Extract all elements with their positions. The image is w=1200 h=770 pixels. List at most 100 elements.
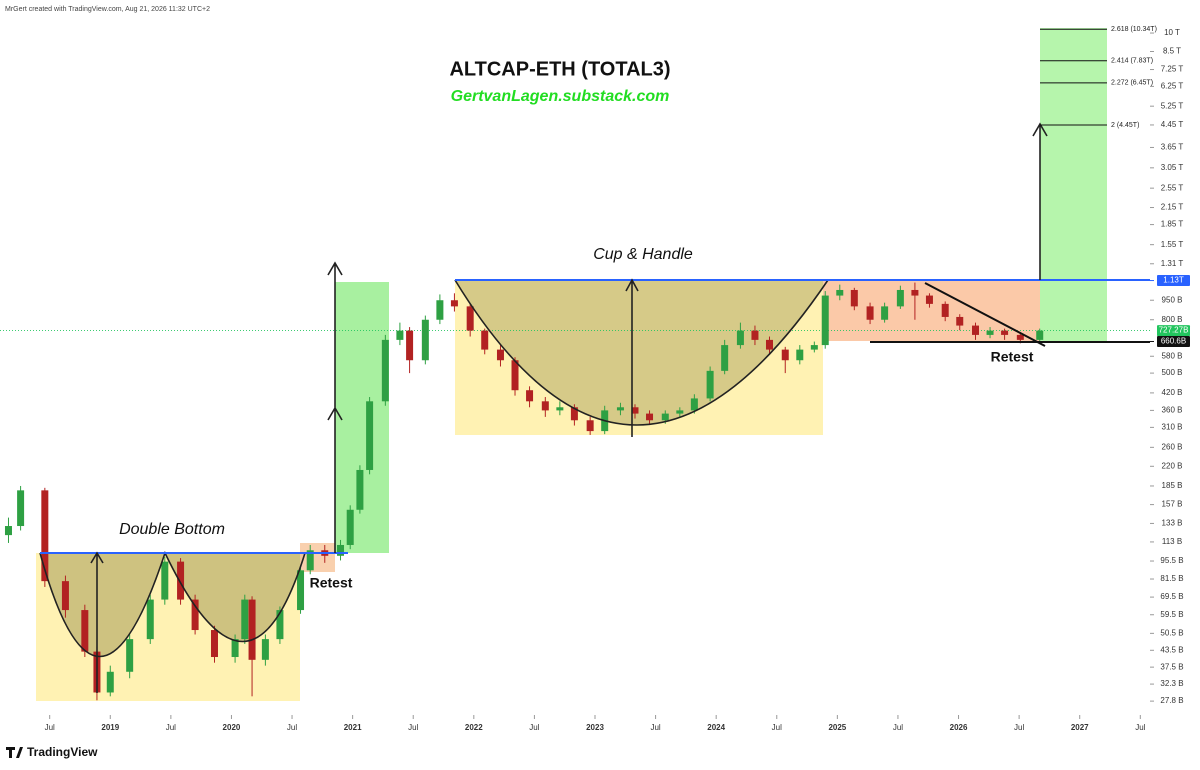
x-tick-label: 2022 — [465, 723, 483, 732]
candle-body — [496, 349, 504, 361]
candle-body — [881, 306, 889, 320]
x-tick-label: 2021 — [344, 723, 362, 732]
candle-body — [1036, 330, 1044, 340]
y-tick-label: 6.25 T — [1161, 81, 1184, 90]
footer: TradingView — [27, 745, 98, 759]
arrow — [327, 261, 343, 553]
candle-body — [210, 630, 218, 658]
candle-body — [765, 339, 773, 350]
price-label: 1.13T — [1163, 276, 1184, 285]
y-tick-label: 3.05 T — [1161, 163, 1184, 172]
candle-body — [796, 349, 804, 361]
y-tick-label: 580 B — [1162, 351, 1183, 360]
y-tick-label: 1.31 T — [1161, 259, 1184, 268]
x-tick-label: Jul — [166, 723, 176, 732]
candle-body — [896, 289, 904, 307]
cup-curve — [454, 279, 829, 426]
candle-body — [161, 561, 169, 600]
candle-body — [736, 330, 744, 346]
price-label-box — [1157, 325, 1190, 337]
candle-body — [661, 413, 669, 421]
zone — [1040, 28, 1107, 341]
fib-label: 2 (4.45T) — [1111, 122, 1139, 129]
price-label: 660.6B — [1161, 337, 1186, 346]
y-tick-label: 1.55 T — [1161, 240, 1184, 249]
candle-body — [81, 610, 89, 652]
price-label-box — [1157, 335, 1190, 347]
candle-body — [631, 407, 639, 414]
y-tick-label: 420 B — [1162, 388, 1183, 397]
logo-mark — [6, 747, 23, 758]
candle-body — [866, 306, 874, 320]
candle-body — [1016, 334, 1024, 340]
y-tick-label: 5.25 T — [1161, 101, 1184, 110]
y-tick-label: 2.55 T — [1161, 183, 1184, 192]
candle-body — [231, 639, 239, 658]
candle-body — [356, 469, 364, 510]
y-tick-label: 8.5 T — [1163, 47, 1181, 56]
candle-body — [526, 390, 534, 402]
candle-body — [986, 330, 994, 335]
y-tick-label: 37.5 B — [1160, 662, 1183, 671]
candle-body — [41, 490, 49, 582]
y-tick-label: 81.5 B — [1160, 574, 1183, 583]
candle-body — [248, 599, 256, 660]
candle-body — [586, 420, 594, 432]
candle-body — [836, 289, 844, 296]
fib-label: 2.414 (7.83T) — [1111, 58, 1153, 65]
candle-body — [450, 300, 458, 307]
candle-body — [810, 345, 818, 350]
candle-body — [17, 490, 25, 527]
candle-body — [366, 401, 374, 470]
zones — [36, 28, 1107, 701]
candle-body — [925, 295, 933, 304]
candle-body — [541, 401, 549, 411]
candle-body — [941, 303, 949, 317]
zone — [335, 282, 389, 553]
x-tick-label: 2023 — [586, 723, 604, 732]
candle-body — [690, 398, 698, 411]
x-tick-label: Jul — [1014, 723, 1024, 732]
candle-body — [751, 330, 759, 340]
logo: TradingView — [6, 745, 98, 759]
x-tick-label: Jul — [529, 723, 539, 732]
candle-body — [956, 316, 964, 326]
candle-body — [297, 570, 305, 611]
x-tick-label: 2020 — [223, 723, 241, 732]
x-tick-label: 2026 — [950, 723, 968, 732]
candle-body — [821, 295, 829, 346]
candle-body — [381, 339, 389, 402]
candle-body — [346, 509, 354, 545]
candle-body — [676, 410, 684, 414]
y-tick-label: 260 B — [1162, 442, 1183, 451]
candle-body — [241, 599, 249, 640]
y-tick-label: 4.45 T — [1161, 120, 1184, 129]
x-tick-label: Jul — [287, 723, 297, 732]
fib-label: 2.272 (6.45T) — [1111, 80, 1153, 87]
candle-body — [261, 639, 269, 660]
x-tick-label: 2019 — [101, 723, 119, 732]
y-tick-label: 950 B — [1162, 295, 1183, 304]
zone — [455, 280, 823, 435]
price-label: 727.27B — [1159, 326, 1189, 335]
candle-body — [191, 599, 199, 631]
arrow — [90, 551, 104, 693]
overlays — [39, 28, 1150, 693]
trendline — [924, 282, 1046, 347]
candle-body — [106, 671, 114, 693]
candle-body — [177, 561, 185, 600]
y-tick-label: 2.15 T — [1161, 203, 1184, 212]
candle-body — [276, 610, 284, 640]
y-tick-label: 43.5 B — [1160, 645, 1183, 654]
header: MrGert created with TradingView.com, Aug… — [5, 6, 210, 13]
x-tick-label: Jul — [45, 723, 55, 732]
x-tick-label: Jul — [650, 723, 660, 732]
subtitle: GertvanLagen.substack.com — [451, 88, 670, 105]
x-tick-label: 2027 — [1071, 723, 1089, 732]
candle-body — [646, 413, 654, 421]
y-tick-label: 59.5 B — [1160, 610, 1183, 619]
candle-body — [616, 407, 624, 411]
candle-body — [781, 349, 789, 361]
y-tick-label: 500 B — [1162, 368, 1183, 377]
